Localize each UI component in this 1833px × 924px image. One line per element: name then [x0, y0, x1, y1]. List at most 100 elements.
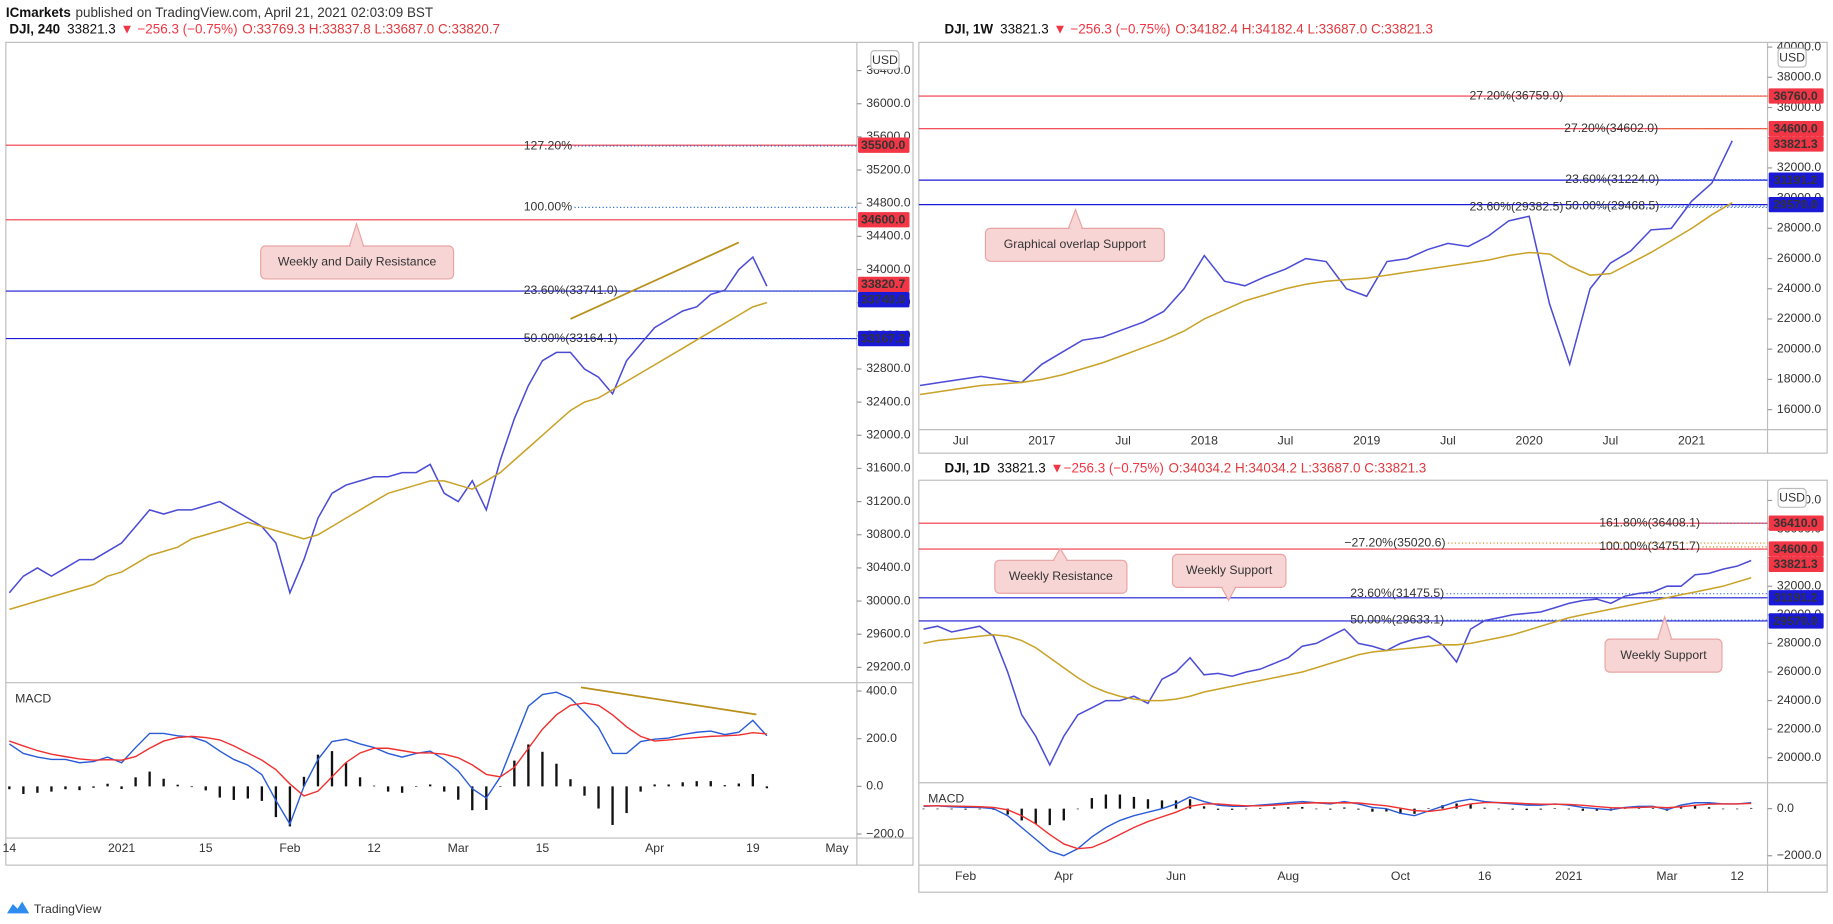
- x-tick-label: Jul: [1115, 434, 1131, 448]
- callout-text: Weekly Resistance: [1009, 569, 1113, 583]
- price-line: [919, 202, 1733, 396]
- macd-histogram-bar: [1357, 808, 1360, 810]
- macd-histogram-bar: [50, 786, 53, 792]
- trend-line: [580, 686, 757, 716]
- macd-histogram-bar: [1553, 808, 1556, 810]
- macd-histogram-bar: [1146, 799, 1150, 809]
- fib-label: 161.80%(36408.1): [1599, 515, 1700, 529]
- macd-histogram-bar: [330, 751, 334, 787]
- price-badge: [858, 292, 910, 308]
- macd-histogram-bar: [1287, 807, 1290, 809]
- price-badge: [1768, 613, 1824, 629]
- macd-histogram-bar: [1651, 807, 1655, 809]
- callout-pointer: [348, 221, 365, 247]
- macd-histogram-bar: [1483, 807, 1486, 809]
- change: ▼ −256.3 (−0.75%): [120, 21, 237, 36]
- x-tick-label: Oct: [1391, 869, 1411, 883]
- y-tick-label: 29600.0: [866, 626, 910, 640]
- macd-histogram-bar: [709, 781, 712, 787]
- price-badge: [1768, 541, 1824, 557]
- price-badge-label: 33740.0: [861, 292, 905, 306]
- macd-histogram-bar: [1497, 808, 1500, 810]
- macd-histogram-bar: [64, 786, 67, 790]
- x-tick-label: Feb: [955, 869, 976, 883]
- currency: USD: [872, 53, 898, 67]
- macd-histogram-bar: [922, 808, 925, 810]
- macd-histogram-bar: [1511, 808, 1514, 810]
- macd-histogram-bar: [316, 754, 320, 787]
- macd-histogram-bar: [1707, 807, 1711, 809]
- macd-histogram-bar: [723, 785, 726, 787]
- x-tick-label: 2021: [1555, 869, 1582, 883]
- chart-legend: DJI, 240 33821.3 ▼ −256.3 (−0.75%) O:33769.…: [9, 21, 500, 36]
- y-tick-label: 32000.0: [866, 428, 910, 442]
- last-price: 33821.3: [67, 21, 116, 36]
- x-tick-label: 2021: [108, 841, 135, 855]
- currency-badge: [1777, 47, 1807, 68]
- macd-histogram-bar: [22, 786, 25, 794]
- chart-panel: DJI, 240 33821.3 ▼ −256.3 (−0.75%) O:33769.…: [3, 21, 914, 866]
- x-tick-label: 14: [3, 841, 17, 855]
- y-tick-label: 34000.0: [866, 262, 910, 276]
- price-badge: [1768, 590, 1824, 606]
- fib-label: 23.60%(31475.5): [1350, 586, 1444, 600]
- x-tick-label: Apr: [645, 841, 664, 855]
- macd-histogram-bar: [1539, 808, 1542, 810]
- callout-pointer: [1052, 547, 1068, 561]
- macd-histogram-bar: [569, 779, 572, 787]
- macd-histogram-bar: [8, 786, 11, 790]
- macd-histogram-bar: [1679, 806, 1683, 809]
- macd-histogram-bar: [1469, 803, 1472, 809]
- x-tick-label: 19: [746, 841, 760, 855]
- macd-histogram-bar: [288, 786, 292, 827]
- y-tick-label: 32000.0: [1777, 578, 1821, 592]
- x-tick-label: Jul: [1278, 434, 1294, 448]
- macd-histogram-bar: [1343, 807, 1346, 809]
- price-badge-label: 35500.0: [861, 138, 905, 152]
- publish-text: published on TradingView.com, April 21, …: [76, 4, 434, 19]
- brand: TradingView: [34, 902, 102, 916]
- x-tick-label: 15: [536, 841, 550, 855]
- price-badge-label: 34600.0: [861, 213, 905, 227]
- y-tick-label: 30400.0: [866, 560, 910, 574]
- macd-histogram-bar: [583, 786, 586, 796]
- price-line: [8, 255, 768, 596]
- symbol: DJI, 1W: [945, 21, 994, 36]
- price-badge-label: 29570.0: [1773, 197, 1817, 211]
- macd-histogram-bar: [1427, 808, 1430, 809]
- macd-histogram-bar: [218, 786, 221, 798]
- macd-histogram-bar: [1076, 808, 1079, 810]
- macd-histogram-bar: [106, 783, 109, 787]
- price-badge: [858, 330, 910, 347]
- macd-histogram-bar: [611, 786, 614, 825]
- macd-line: [9, 702, 767, 797]
- macd-histogram-bar: [1062, 808, 1065, 821]
- fib-label: 23.60%(29382.5): [1469, 200, 1563, 214]
- macd-histogram-bar: [1244, 808, 1248, 810]
- fib-label: 50.00%(29468.5): [1565, 198, 1659, 212]
- macd-histogram-bar: [443, 786, 446, 792]
- y-tick-label: 29200.0: [866, 660, 910, 674]
- y-tick-label: −2000.0: [1777, 848, 1822, 862]
- change: ▼ −256.3 (−0.75%): [1053, 21, 1170, 36]
- fib-label: 50.00%(29633.1): [1350, 612, 1444, 626]
- macd-histogram-bar: [302, 776, 306, 787]
- macd-histogram-bar: [1006, 808, 1009, 815]
- macd-histogram-bar: [92, 786, 95, 788]
- macd-histogram-bar: [1735, 808, 1739, 810]
- macd-histogram-bar: [162, 778, 165, 787]
- symbol: DJI, 1D: [945, 460, 991, 475]
- price-line: [923, 576, 1752, 702]
- macd-histogram-bar: [964, 808, 967, 810]
- y-tick-label: 22000.0: [1777, 311, 1821, 325]
- price-badge: [1768, 88, 1824, 104]
- x-tick-label: May: [825, 841, 849, 855]
- y-tick-label: 0.0: [1777, 801, 1794, 815]
- macd-histogram-bar: [344, 763, 348, 787]
- footer: TradingView: [7, 901, 102, 916]
- y-tick-label: 31600.0: [866, 461, 910, 475]
- fib-label: 27.20%(36759.0): [1469, 88, 1563, 102]
- macd-histogram-bar: [541, 751, 544, 787]
- fib-label: −27.20%(35020.6): [1344, 535, 1445, 549]
- macd-histogram-bar: [667, 784, 670, 787]
